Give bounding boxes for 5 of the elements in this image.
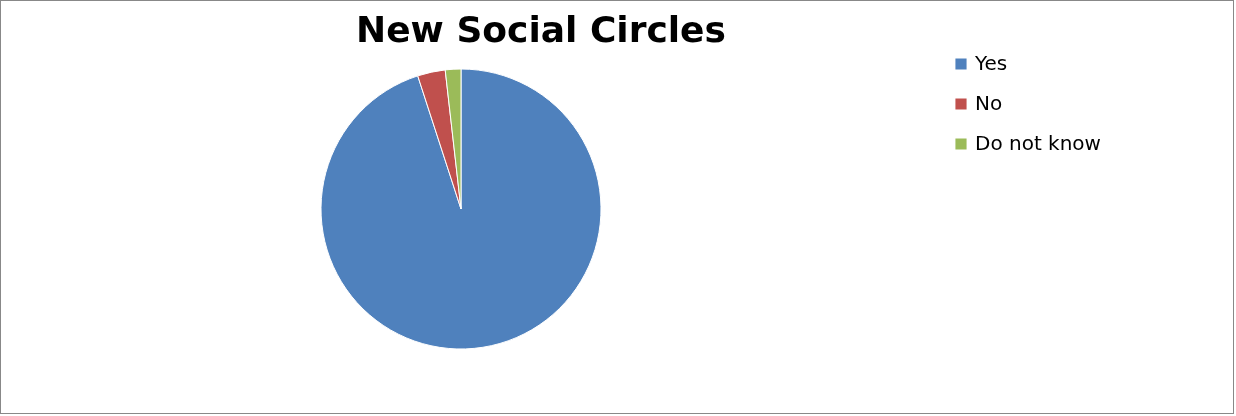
chart-title: New Social Circles [356, 9, 726, 50]
pie-slice [320, 68, 602, 350]
legend-label: Do not know [975, 131, 1101, 155]
legend-label: No [975, 91, 1003, 115]
legend-label: Yes [974, 51, 1008, 75]
